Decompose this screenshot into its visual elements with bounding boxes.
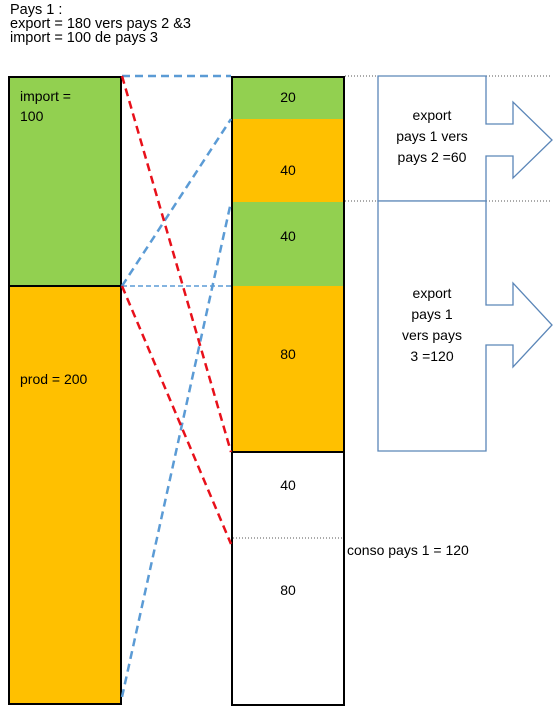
seg-value-80b: 80: [280, 582, 296, 598]
export-arrow-2: [377, 200, 553, 452]
import-value: 100: [20, 108, 44, 124]
blue-dash-diag-1: [120, 118, 233, 287]
export-box-1-line-2: pays 1 vers: [396, 128, 468, 144]
seg-value-40b: 40: [280, 228, 296, 244]
conso-label: conso pays 1 = 120: [347, 542, 469, 558]
export-box-2-line-2: pays 1: [411, 306, 453, 322]
export-box-2-line-4: 3 =120: [410, 348, 454, 364]
export-box-1-line-3: pays 2 =60: [397, 149, 467, 165]
right-seg-green-40: [233, 202, 343, 286]
header-line-1: Pays 1 :: [10, 2, 63, 18]
seg-value-40a: 40: [280, 162, 296, 178]
export-box-2-text: export pays 1 vers pays 3 =120: [378, 283, 486, 367]
blue-dash-diag-2: [120, 201, 233, 697]
left-import-block: [8, 76, 122, 287]
red-dash-diag-1: [120, 75, 233, 453]
export-box-2-line-3: vers pays: [402, 327, 462, 343]
header-line-3: import = 100 de pays 3: [10, 30, 158, 46]
red-dash-diag-2: [120, 285, 233, 545]
export-box-1-line-1: export: [412, 107, 452, 123]
seg-value-80a: 80: [280, 346, 296, 362]
right-seg-green-20: [233, 78, 343, 119]
left-prod-block: [8, 285, 122, 705]
seg-value-40c: 40: [280, 477, 296, 493]
right-separator-line: [231, 451, 345, 453]
export-box-2-line-1: export: [412, 285, 452, 301]
header-line-2: export = 180 vers pays 2 &3: [10, 16, 191, 32]
import-label: import =: [20, 88, 71, 104]
seg-value-20: 20: [280, 89, 296, 105]
right-seg-orange-80: [233, 286, 343, 452]
export-box-1-text: export pays 1 vers pays 2 =60: [378, 105, 486, 168]
prod-label: prod = 200: [20, 371, 88, 387]
right-seg-orange-40: [233, 119, 343, 202]
